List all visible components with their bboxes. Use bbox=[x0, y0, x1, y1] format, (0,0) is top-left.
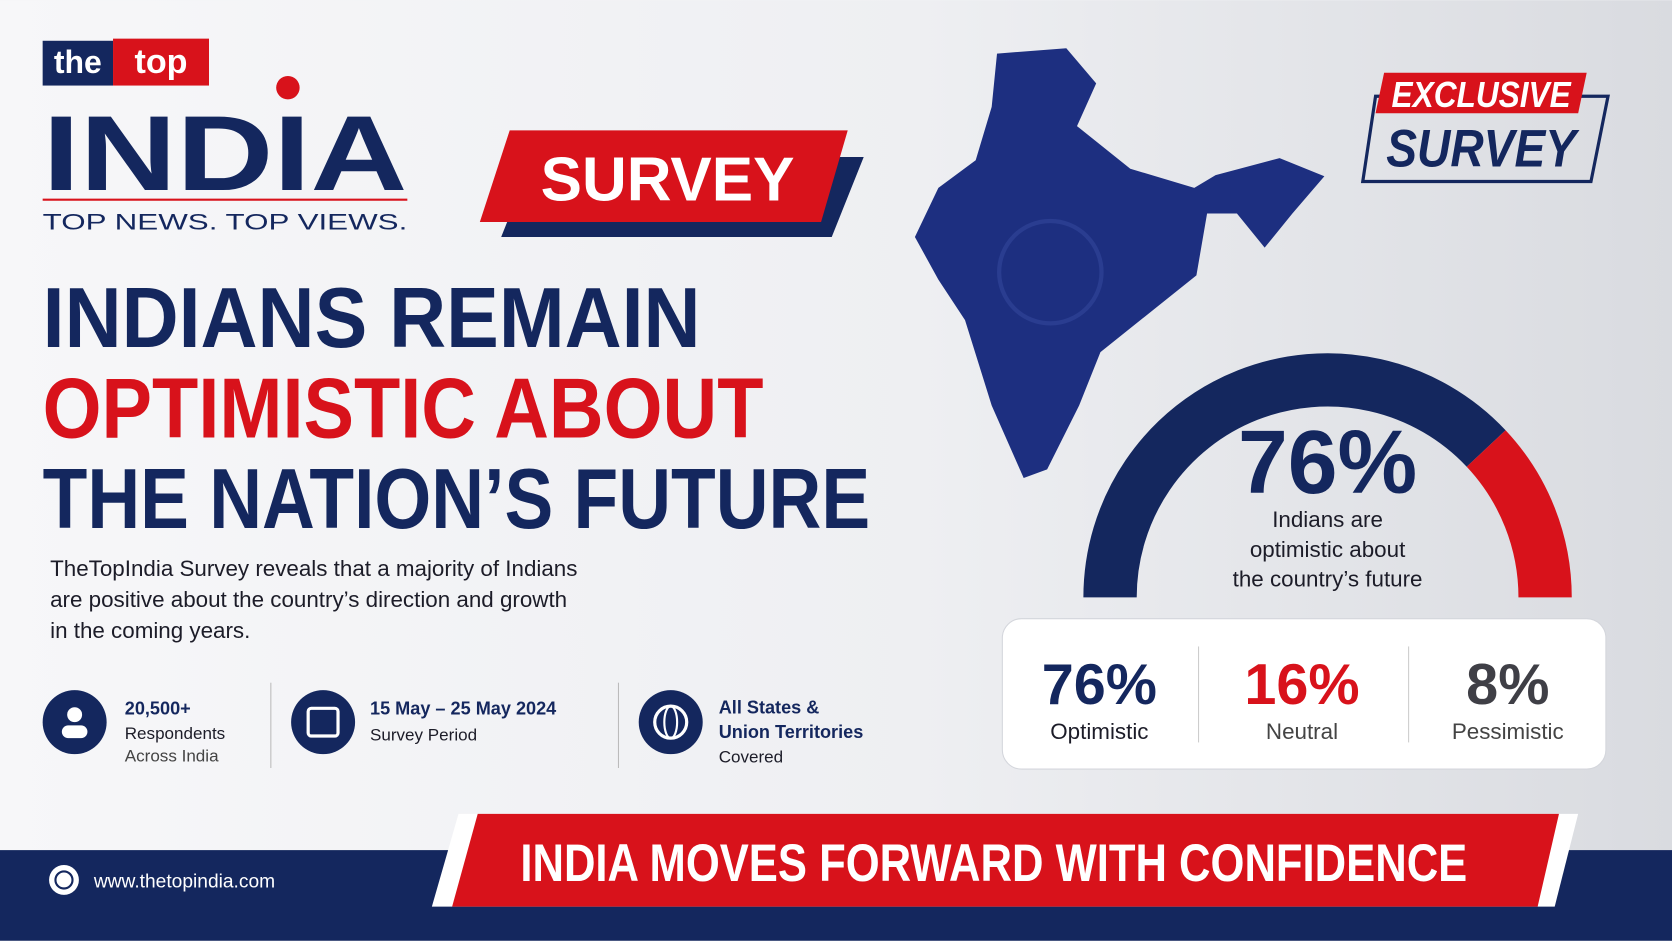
gauge-caption: optimistic about bbox=[1250, 537, 1406, 562]
gauge-value: 76% bbox=[1238, 412, 1417, 512]
icon-calendar bbox=[291, 690, 356, 755]
stats: 76%Optimistic 16%Neutral 8%Pessimistic bbox=[1042, 653, 1564, 744]
icon-globe bbox=[638, 690, 703, 755]
fact-text: Respondents bbox=[125, 724, 225, 743]
description-line: are positive about the country’s directi… bbox=[50, 587, 567, 612]
banner-box bbox=[452, 813, 1559, 907]
badge-box bbox=[479, 130, 848, 223]
icon-shape bbox=[306, 706, 340, 738]
logo-the-box bbox=[42, 40, 114, 86]
logo-the: the bbox=[54, 44, 102, 80]
stat-name: Neutral bbox=[1266, 719, 1338, 744]
fact-title: Union Territories bbox=[719, 722, 864, 742]
stat-name: Pessimistic bbox=[1452, 719, 1564, 744]
gauge-arc bbox=[1466, 430, 1572, 598]
icon-shape bbox=[61, 725, 88, 739]
exclusive-line1: EXCLUSIVE bbox=[1392, 74, 1573, 115]
logo-brand: INDIA bbox=[43, 93, 408, 213]
exclusive-box bbox=[1375, 72, 1587, 114]
badge-text: SURVEY bbox=[541, 146, 795, 215]
stat-name: Optimistic bbox=[1050, 719, 1148, 744]
fact-title: 20,500+ bbox=[125, 699, 191, 719]
fact-title: All States & bbox=[719, 698, 820, 718]
gauge-arc bbox=[1083, 353, 1506, 598]
headline-3: THE NATION’S FUTURE bbox=[43, 452, 870, 547]
stats-panel bbox=[1001, 618, 1607, 770]
icon-web bbox=[49, 865, 79, 895]
logo-tagline: TOP NEWS. TOP VIEWS. bbox=[43, 210, 408, 235]
description-line: TheTopIndia Survey reveals that a majori… bbox=[50, 556, 577, 581]
description-line: in the coming years. bbox=[50, 618, 250, 643]
logo-top-box bbox=[113, 38, 209, 86]
exclusive-line2: SURVEY bbox=[1386, 120, 1580, 179]
footer-url: www.thetopindia.com bbox=[93, 871, 275, 892]
icon-shape bbox=[54, 870, 74, 890]
banner-text: INDIA MOVES FORWARD WITH CONFIDENCE bbox=[520, 834, 1467, 893]
headline-2: OPTIMISTIC ABOUT bbox=[43, 361, 764, 456]
gauge-caption: the country’s future bbox=[1233, 567, 1423, 592]
stat-value: 16% bbox=[1244, 653, 1359, 717]
logo-dot bbox=[276, 75, 300, 100]
stat-value: 76% bbox=[1042, 653, 1157, 717]
map-wheel bbox=[997, 218, 1104, 326]
headline-1: INDIANS REMAIN bbox=[43, 271, 701, 366]
gauge-caption: Indians are bbox=[1272, 507, 1383, 532]
stat-value: 8% bbox=[1466, 653, 1549, 717]
logo-top: top bbox=[134, 43, 187, 81]
facts: 20,500+ Respondents Across India 15 May … bbox=[42, 682, 864, 769]
icon-shape bbox=[663, 705, 679, 740]
india-map bbox=[914, 48, 1325, 478]
fact-text: Survey Period bbox=[370, 725, 477, 744]
icon-shape bbox=[67, 707, 83, 723]
fact-title: 15 May – 25 May 2024 bbox=[370, 699, 556, 719]
fact-text: Across India bbox=[125, 747, 219, 766]
fact-text: Covered bbox=[719, 748, 783, 767]
